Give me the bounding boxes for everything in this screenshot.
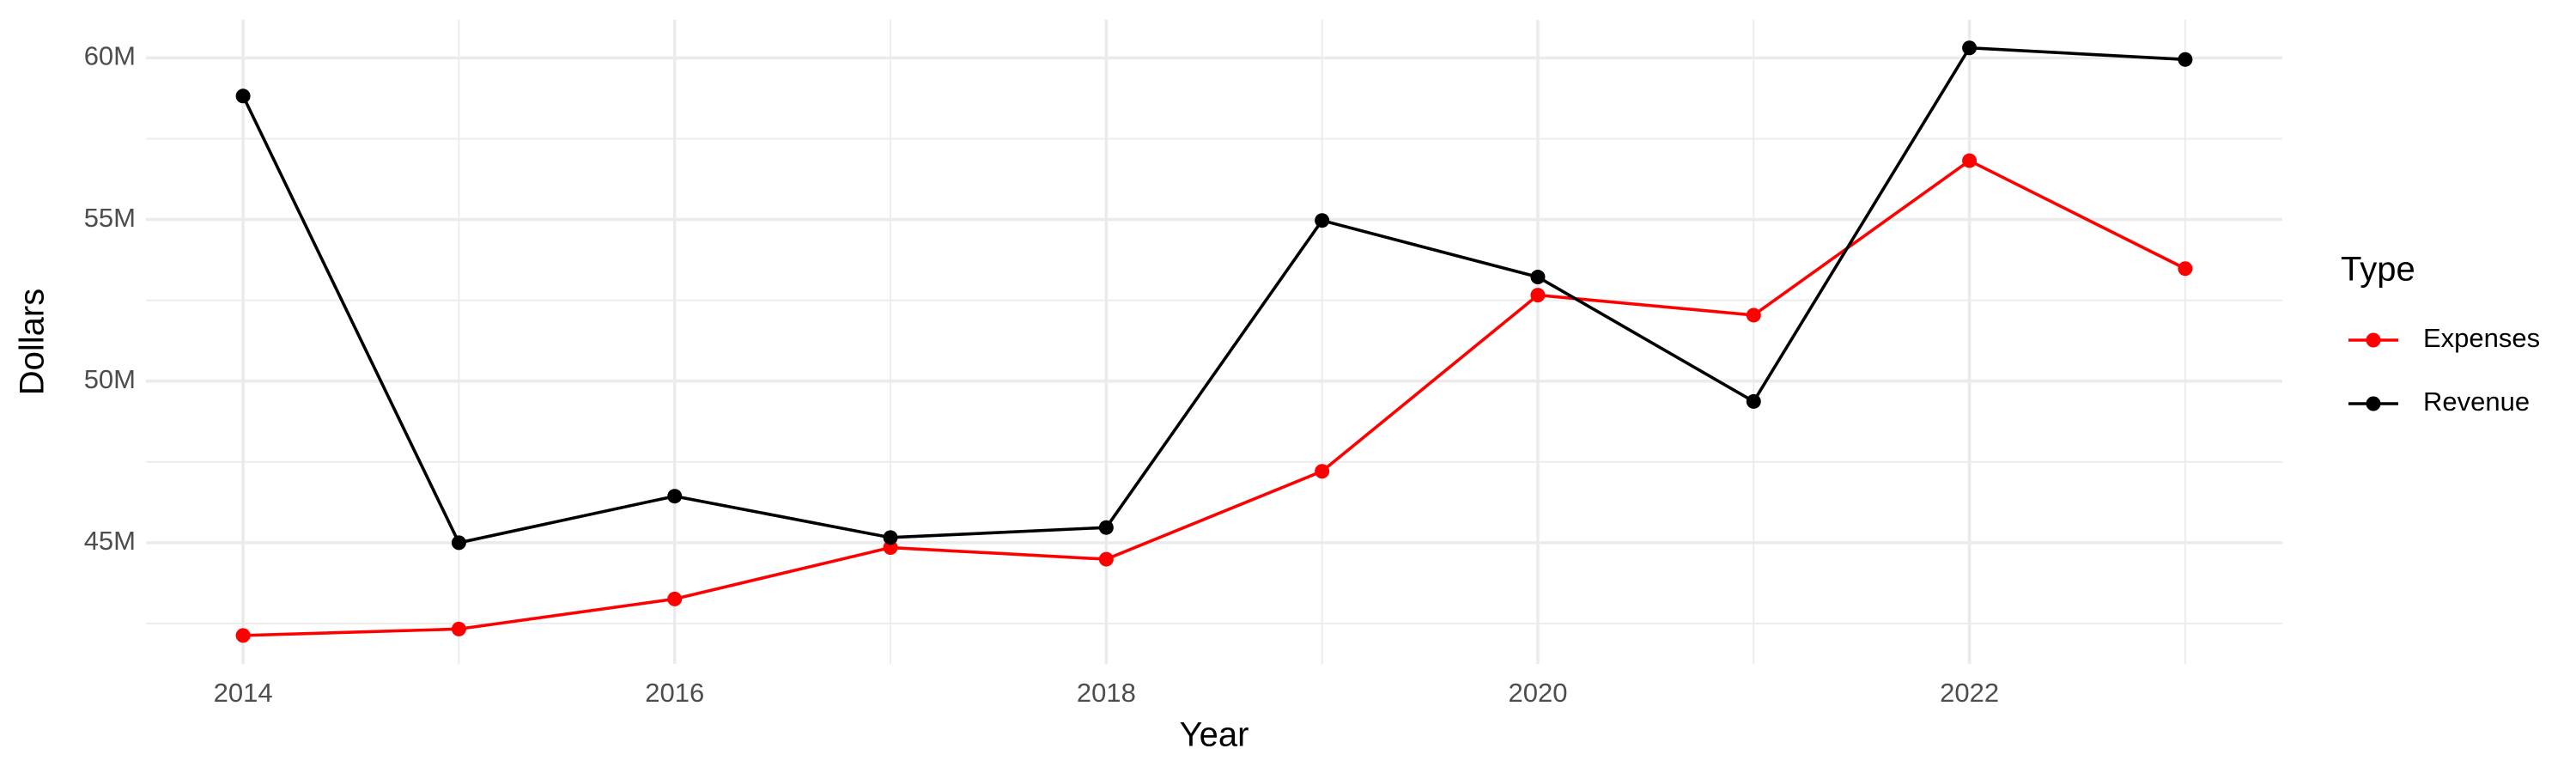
legend-swatch-point — [2366, 396, 2381, 411]
data-point — [1746, 307, 1761, 323]
data-point — [1530, 270, 1546, 285]
legend-label: Revenue — [2423, 386, 2530, 417]
data-point — [451, 621, 466, 636]
x-axis-title: Year — [1180, 716, 1249, 754]
legend-label: Expenses — [2423, 323, 2540, 353]
x-tick-label: 2018 — [1077, 678, 1136, 708]
series-line — [243, 158, 2186, 637]
y-tick-label: 50M — [84, 364, 136, 394]
y-tick-label: 55M — [84, 203, 136, 233]
data-point — [883, 530, 898, 545]
data-point — [1962, 40, 1978, 56]
data-point — [2178, 261, 2193, 277]
y-tick-label: 45M — [84, 526, 136, 556]
x-tick-label: 2022 — [1940, 678, 1999, 708]
data-point — [883, 540, 898, 556]
data-point — [667, 489, 683, 504]
data-point — [1530, 288, 1546, 303]
data-point — [667, 591, 683, 606]
data-point — [1315, 464, 1330, 479]
data-point — [1962, 153, 1978, 168]
y-tick-label: 60M — [84, 41, 136, 71]
minor-grid — [146, 20, 2282, 664]
major-grid — [146, 20, 2282, 664]
data-point — [1315, 213, 1330, 228]
y-axis-title: Dollars — [14, 289, 52, 395]
series-line — [241, 46, 2186, 545]
plot-marks — [235, 40, 2193, 643]
data-point — [1098, 551, 1114, 567]
data-point — [2178, 52, 2193, 67]
data-point — [235, 88, 251, 104]
data-point — [1098, 520, 1114, 535]
x-tick-label: 2020 — [1508, 678, 1567, 708]
data-point — [235, 628, 251, 643]
x-tick-label: 2016 — [645, 678, 704, 708]
data-point — [1746, 393, 1761, 409]
legend-swatch-point — [2366, 332, 2381, 348]
x-tick-label: 2014 — [214, 678, 273, 708]
data-point — [451, 535, 466, 551]
legend-title: Type — [2341, 251, 2415, 289]
